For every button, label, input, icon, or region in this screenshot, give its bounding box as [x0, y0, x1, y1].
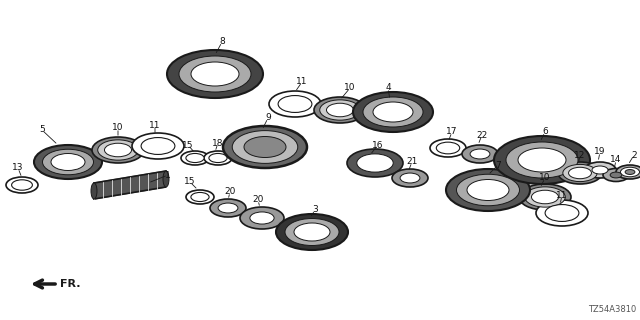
Text: 20: 20 — [252, 196, 264, 204]
Ellipse shape — [167, 50, 263, 98]
Text: 11: 11 — [556, 190, 568, 199]
Ellipse shape — [584, 162, 616, 178]
Ellipse shape — [91, 183, 97, 199]
Text: 18: 18 — [212, 139, 224, 148]
Text: 14: 14 — [611, 156, 621, 164]
Ellipse shape — [320, 100, 360, 120]
Ellipse shape — [568, 167, 591, 179]
Text: 4: 4 — [385, 84, 391, 92]
Text: 9: 9 — [265, 114, 271, 123]
Ellipse shape — [531, 190, 559, 204]
Ellipse shape — [536, 200, 588, 226]
Ellipse shape — [250, 212, 274, 224]
Ellipse shape — [592, 166, 608, 174]
Text: 17: 17 — [446, 127, 458, 137]
Text: 8: 8 — [219, 37, 225, 46]
Ellipse shape — [285, 219, 339, 245]
Ellipse shape — [625, 170, 635, 174]
Ellipse shape — [525, 187, 565, 207]
Ellipse shape — [610, 172, 622, 178]
Ellipse shape — [269, 91, 321, 117]
Ellipse shape — [430, 139, 466, 157]
Ellipse shape — [545, 204, 579, 221]
Ellipse shape — [353, 92, 433, 132]
Ellipse shape — [132, 133, 184, 159]
Text: 7: 7 — [495, 161, 501, 170]
Ellipse shape — [209, 154, 227, 163]
Ellipse shape — [456, 174, 520, 206]
Ellipse shape — [218, 203, 238, 213]
Text: TZ54A3810: TZ54A3810 — [588, 305, 636, 314]
Ellipse shape — [357, 154, 393, 172]
Ellipse shape — [191, 192, 209, 202]
Ellipse shape — [232, 131, 298, 164]
Ellipse shape — [494, 136, 590, 184]
Text: 13: 13 — [12, 164, 24, 172]
Ellipse shape — [141, 138, 175, 155]
Ellipse shape — [616, 165, 640, 179]
Ellipse shape — [278, 96, 312, 112]
Text: 12: 12 — [574, 150, 586, 159]
Ellipse shape — [12, 180, 33, 190]
Text: 15: 15 — [184, 178, 196, 187]
Ellipse shape — [436, 142, 460, 154]
Ellipse shape — [186, 190, 214, 204]
Text: 19: 19 — [595, 148, 605, 156]
Text: 3: 3 — [312, 205, 318, 214]
Ellipse shape — [104, 143, 132, 157]
Ellipse shape — [181, 151, 209, 165]
Ellipse shape — [621, 167, 639, 177]
Ellipse shape — [462, 145, 498, 163]
Ellipse shape — [191, 62, 239, 86]
Ellipse shape — [186, 154, 204, 163]
Text: 11: 11 — [149, 121, 161, 130]
Ellipse shape — [373, 102, 413, 122]
Ellipse shape — [42, 149, 93, 175]
Ellipse shape — [51, 154, 85, 171]
Ellipse shape — [467, 180, 509, 201]
Ellipse shape — [34, 145, 102, 179]
Ellipse shape — [6, 177, 38, 193]
Text: 1: 1 — [165, 171, 171, 180]
Text: 21: 21 — [406, 157, 418, 166]
Ellipse shape — [446, 169, 530, 211]
Text: 6: 6 — [542, 127, 548, 137]
Ellipse shape — [314, 97, 366, 123]
Ellipse shape — [240, 207, 284, 229]
Text: 15: 15 — [182, 140, 194, 149]
Ellipse shape — [400, 173, 420, 183]
Ellipse shape — [518, 148, 566, 172]
Ellipse shape — [603, 169, 629, 181]
Ellipse shape — [179, 56, 251, 92]
Ellipse shape — [294, 223, 330, 241]
Ellipse shape — [326, 103, 353, 117]
Ellipse shape — [347, 149, 403, 177]
Ellipse shape — [210, 199, 246, 217]
Ellipse shape — [392, 169, 428, 187]
Polygon shape — [94, 171, 166, 199]
Ellipse shape — [470, 149, 490, 159]
Ellipse shape — [163, 171, 169, 187]
Ellipse shape — [223, 126, 307, 168]
Text: 10: 10 — [112, 124, 124, 132]
Ellipse shape — [276, 214, 348, 250]
Text: 16: 16 — [372, 140, 384, 149]
Ellipse shape — [558, 162, 602, 184]
Text: 11: 11 — [296, 77, 308, 86]
Ellipse shape — [204, 151, 232, 165]
Ellipse shape — [563, 164, 597, 181]
Text: 5: 5 — [39, 125, 45, 134]
Ellipse shape — [98, 140, 138, 160]
Ellipse shape — [92, 137, 144, 163]
Text: 10: 10 — [344, 84, 356, 92]
Ellipse shape — [506, 142, 578, 178]
Text: 20: 20 — [224, 188, 236, 196]
Text: 10: 10 — [540, 173, 551, 182]
Text: 22: 22 — [476, 131, 488, 140]
Ellipse shape — [244, 137, 286, 157]
Text: FR.: FR. — [60, 279, 81, 289]
Ellipse shape — [519, 184, 571, 210]
Ellipse shape — [363, 97, 423, 127]
Text: 2: 2 — [631, 150, 637, 159]
